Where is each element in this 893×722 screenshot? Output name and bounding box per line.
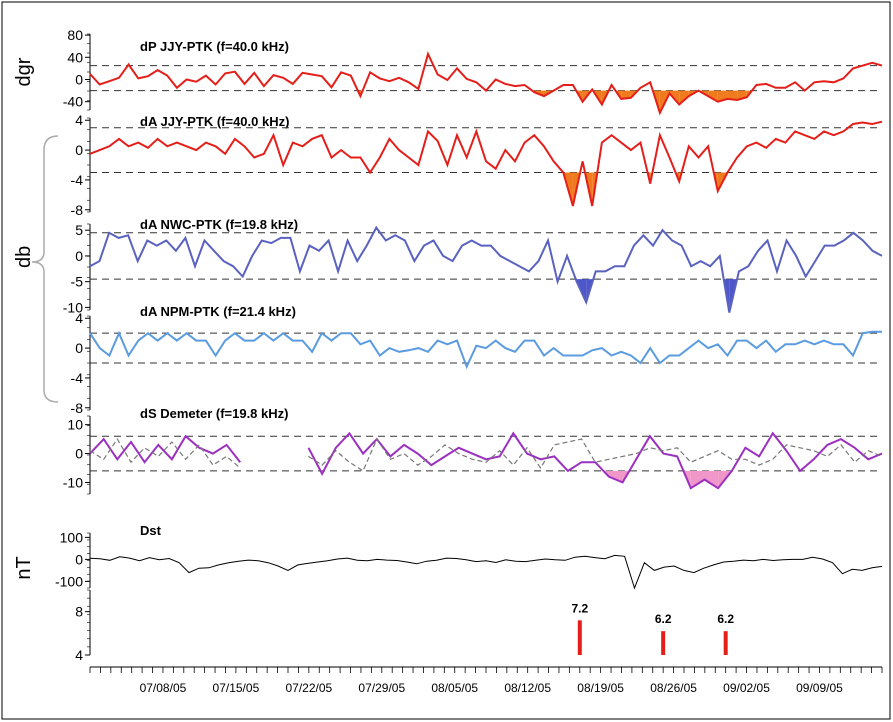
x-tick-label: 07/08/05 <box>140 681 187 695</box>
y-tick-label: -100 <box>55 573 83 589</box>
y-tick-label: 0 <box>75 446 83 462</box>
y-tick-label: 5 <box>75 222 83 238</box>
series-line <box>89 225 883 313</box>
y-tick-label: 100 <box>60 529 84 545</box>
y-tick-label: 4 <box>75 112 83 128</box>
y-tick-label: 4 <box>75 647 83 663</box>
y-tick-label: 40 <box>67 49 83 65</box>
y-tick-label: 80 <box>67 27 83 43</box>
y-axis-label: dgr <box>13 57 35 86</box>
y-tick-label: 0 <box>75 551 83 567</box>
panel-title: dS Demeter (f=19.8 kHz) <box>140 406 288 421</box>
series-line <box>89 51 883 116</box>
panel-title: dP JJY-PTK (f=40.0 kHz) <box>140 39 289 54</box>
x-tick-label: 07/22/05 <box>285 681 332 695</box>
anomaly-fill <box>679 90 689 105</box>
magnitude-label: 6.2 <box>717 612 734 626</box>
x-tick-label: 09/09/05 <box>796 681 843 695</box>
series-line <box>89 120 883 207</box>
x-tick-label: 08/05/05 <box>431 681 478 695</box>
y-tick-label: -8 <box>71 202 84 218</box>
x-tick-label: 09/02/05 <box>723 681 770 695</box>
y-tick-label: 0 <box>75 248 83 264</box>
x-tick-label: 08/19/05 <box>577 681 624 695</box>
y-tick-label: 0 <box>75 340 83 356</box>
anomaly-fill <box>727 90 738 101</box>
series-line <box>89 554 883 590</box>
panel-da-jjy: 4 0 -4 -8 dA JJY-PTK (f=40.0 kHz) <box>71 112 883 218</box>
y-tick-label: 4 <box>75 310 83 326</box>
series-line <box>89 330 882 370</box>
series-line-reference <box>89 437 883 472</box>
panel-da-nwc: 5 0 -5 -10 dA NWC-PTK (f=19.8 kHz) <box>63 217 883 315</box>
anomaly-fill <box>690 470 705 489</box>
y-tick-label: 0 <box>75 142 83 158</box>
x-tick-label: 08/26/05 <box>650 681 697 695</box>
panel-title: dA NPM-PTK (f=21.4 kHz) <box>140 304 296 319</box>
panel-ds: 10 0 -10 dS Demeter (f=19.8 kHz) <box>63 406 883 495</box>
anomaly-fill <box>608 470 623 483</box>
y-tick-label: -10 <box>63 474 83 490</box>
x-axis: 07/08/05 07/15/05 07/22/05 07/29/05 08/05/05… <box>89 666 883 695</box>
series-line <box>89 431 883 490</box>
y-tick-label: 10 <box>67 417 83 433</box>
panel-dst: 100 0 -100 Dst nT <box>13 523 883 590</box>
anomaly-fill <box>704 470 719 489</box>
panel-dp: 80 40 0 -40 dP JJY-PTK (f=40.0 kHz) dgr <box>13 27 883 116</box>
group-label: db <box>13 246 35 268</box>
panel-mag: 8 4 7.2 6.2 6.2 <box>75 589 734 663</box>
y-tick-label: -4 <box>71 172 84 188</box>
x-tick-label: 08/12/05 <box>504 681 551 695</box>
magnitude-label: 6.2 <box>655 612 672 626</box>
panel-title: Dst <box>140 523 162 538</box>
y-tick-label: 0 <box>75 71 83 87</box>
y-tick-label: -8 <box>71 400 84 416</box>
y-tick-label: -40 <box>63 94 83 110</box>
y-axis-label: nT <box>13 556 35 579</box>
magnitude-label: 7.2 <box>571 601 588 615</box>
y-tick-label: 8 <box>75 604 83 620</box>
anomaly-fill <box>708 90 718 102</box>
y-tick-label: -4 <box>71 370 84 386</box>
panel-title: dA NWC-PTK (f=19.8 kHz) <box>140 217 298 232</box>
x-tick-label: 07/15/05 <box>213 681 260 695</box>
panel-da-npm: 4 0 -4 -8 dA NPM-PTK (f=21.4 kHz) <box>71 304 882 416</box>
db-group-bracket <box>31 135 59 403</box>
y-tick-label: -10 <box>63 299 83 315</box>
y-tick-label: -5 <box>71 274 84 290</box>
x-tick-label: 07/29/05 <box>358 681 405 695</box>
panel-title: dA JJY-PTK (f=40.0 kHz) <box>140 114 289 129</box>
anomaly-fill <box>621 90 631 99</box>
